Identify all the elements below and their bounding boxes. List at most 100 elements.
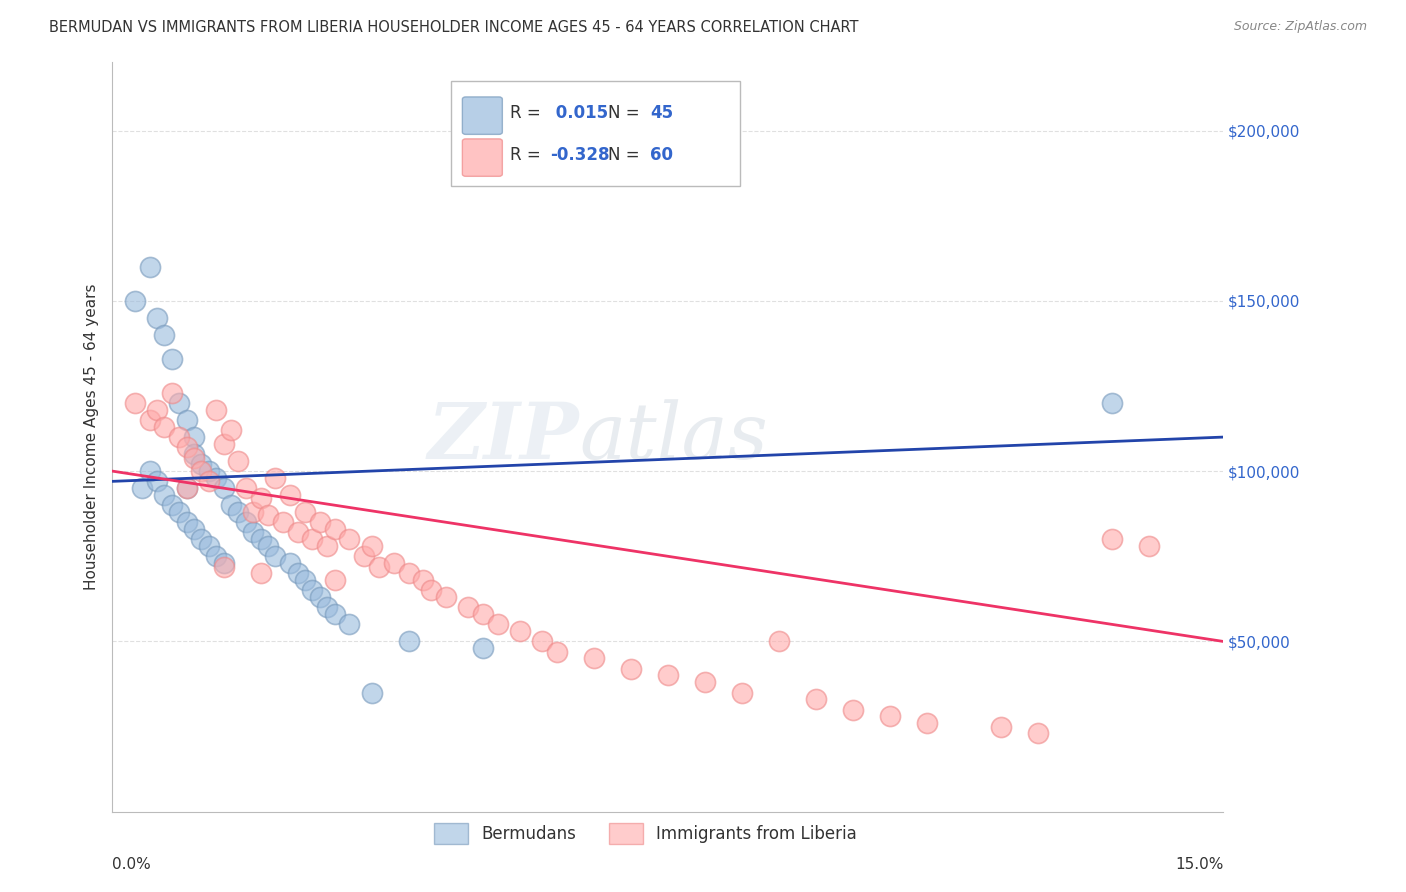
Point <box>915 716 938 731</box>
Point <box>228 454 250 468</box>
Point <box>176 440 198 454</box>
Point <box>190 464 212 478</box>
Point <box>471 641 494 656</box>
Point <box>131 481 153 495</box>
Point <box>316 539 339 553</box>
Point <box>768 634 790 648</box>
Point <box>657 668 679 682</box>
Y-axis label: Householder Income Ages 45 - 64 years: Householder Income Ages 45 - 64 years <box>83 284 98 591</box>
Point <box>353 549 375 564</box>
Point <box>138 413 160 427</box>
Point <box>160 351 183 366</box>
Point <box>278 488 301 502</box>
Point <box>294 505 316 519</box>
Point <box>323 573 346 587</box>
Point <box>205 402 228 417</box>
Point <box>183 447 205 461</box>
Text: R =: R = <box>510 145 546 163</box>
Point <box>301 583 323 598</box>
Point <box>124 396 146 410</box>
Point <box>471 607 494 622</box>
FancyBboxPatch shape <box>463 97 502 135</box>
Text: 0.015: 0.015 <box>550 103 609 121</box>
Point <box>219 423 242 437</box>
FancyBboxPatch shape <box>451 81 740 186</box>
Point <box>339 533 361 547</box>
Point <box>176 413 198 427</box>
Point <box>308 515 330 529</box>
Point <box>301 533 323 547</box>
Point <box>183 522 205 536</box>
Point <box>879 709 901 723</box>
Point <box>271 515 294 529</box>
Text: N =: N = <box>607 145 645 163</box>
Point <box>190 533 212 547</box>
Point <box>197 475 219 489</box>
Text: 60: 60 <box>650 145 673 163</box>
Point <box>486 617 509 632</box>
Point <box>360 539 382 553</box>
Point <box>1101 396 1123 410</box>
Point <box>368 559 391 574</box>
Point <box>167 396 190 410</box>
Point <box>212 481 235 495</box>
Point <box>167 505 190 519</box>
Text: 45: 45 <box>650 103 673 121</box>
Point <box>249 491 271 506</box>
Point <box>842 702 865 716</box>
Point <box>160 385 183 400</box>
Legend: Bermudans, Immigrants from Liberia: Bermudans, Immigrants from Liberia <box>426 815 865 852</box>
Point <box>183 450 205 465</box>
Point <box>412 573 434 587</box>
Point <box>219 498 242 512</box>
Point <box>153 488 176 502</box>
Text: R =: R = <box>510 103 546 121</box>
Point <box>257 508 280 523</box>
Point <box>249 533 271 547</box>
Point <box>323 607 346 622</box>
Point <box>197 464 219 478</box>
Text: N =: N = <box>607 103 645 121</box>
Point <box>153 327 176 342</box>
Text: 0.0%: 0.0% <box>112 856 152 871</box>
Text: Source: ZipAtlas.com: Source: ZipAtlas.com <box>1233 20 1367 33</box>
Point <box>530 634 553 648</box>
Point <box>235 481 257 495</box>
Point <box>146 402 169 417</box>
Point <box>398 566 420 581</box>
Point <box>205 471 228 485</box>
Point <box>242 505 264 519</box>
Point <box>360 685 382 699</box>
Point <box>287 525 309 540</box>
Point <box>509 624 531 639</box>
Text: 15.0%: 15.0% <box>1175 856 1223 871</box>
Point <box>212 559 235 574</box>
Point <box>197 539 219 553</box>
Point <box>287 566 309 581</box>
Point <box>183 430 205 444</box>
Point <box>205 549 228 564</box>
Point <box>990 720 1012 734</box>
Point <box>1101 533 1123 547</box>
Point <box>153 420 176 434</box>
Point <box>1026 726 1049 740</box>
Text: ZIP: ZIP <box>427 399 579 475</box>
Point <box>434 590 457 604</box>
Point <box>176 515 198 529</box>
Text: BERMUDAN VS IMMIGRANTS FROM LIBERIA HOUSEHOLDER INCOME AGES 45 - 64 YEARS CORREL: BERMUDAN VS IMMIGRANTS FROM LIBERIA HOUS… <box>49 20 859 35</box>
Point <box>176 481 198 495</box>
Point <box>323 522 346 536</box>
Point <box>190 458 212 472</box>
Point <box>264 471 287 485</box>
Point <box>546 645 568 659</box>
Point <box>124 293 146 308</box>
Text: atlas: atlas <box>579 399 768 475</box>
Point <box>278 556 301 570</box>
Point <box>257 539 280 553</box>
Point <box>731 685 754 699</box>
Point <box>457 600 479 615</box>
Point <box>339 617 361 632</box>
FancyBboxPatch shape <box>463 139 502 177</box>
Point <box>316 600 339 615</box>
Point <box>138 260 160 274</box>
